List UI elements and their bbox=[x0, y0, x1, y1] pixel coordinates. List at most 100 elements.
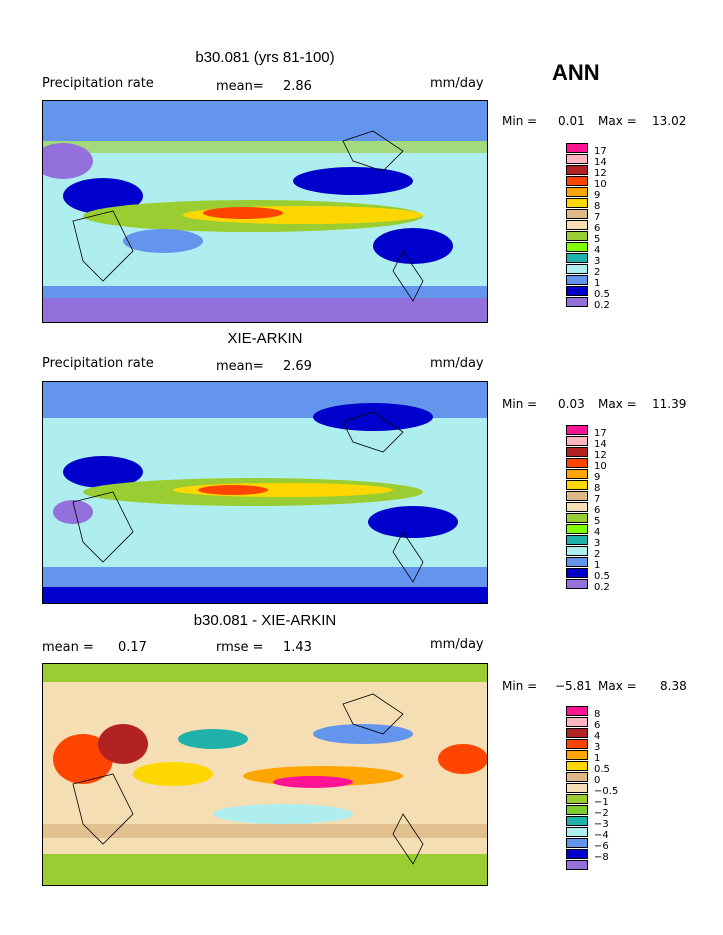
colorbar-swatch bbox=[566, 491, 588, 501]
colorbar-tick-label: 3 bbox=[594, 742, 601, 753]
colorbar-tick-label: 1 bbox=[594, 278, 601, 289]
colorbar-tick-label: 8 bbox=[594, 201, 601, 212]
panel-3-map bbox=[42, 663, 488, 886]
colorbar-swatch bbox=[566, 750, 588, 760]
panel-3-min-label: Min = bbox=[502, 679, 538, 693]
colorbar-tick-label: 0.5 bbox=[594, 289, 610, 300]
colorbar-swatch bbox=[566, 794, 588, 804]
panel-1-mean-value: 2.86 bbox=[283, 79, 312, 94]
panel-2-max-value: 11.39 bbox=[652, 397, 687, 411]
colorbar-swatch bbox=[566, 805, 588, 815]
panel-1-units: mm/day bbox=[430, 76, 484, 91]
colorbar-tick-label: 3 bbox=[594, 256, 601, 267]
colorbar-swatch bbox=[566, 568, 588, 578]
colorbar-tick-label: 14 bbox=[594, 439, 607, 450]
colorbar-swatch bbox=[566, 242, 588, 252]
panel-3-mean-value: 0.17 bbox=[118, 640, 147, 655]
panel-3-mean-label: mean = bbox=[42, 640, 94, 655]
season-label: ANN bbox=[552, 60, 600, 85]
colorbar-tick-label: 17 bbox=[594, 428, 607, 439]
panel-3-colorbar: 8 6 4 3 1 0.5 0 −0.5 −1 −2 −3 −4 −6 −8 bbox=[566, 706, 618, 881]
colorbar-swatch bbox=[566, 458, 588, 468]
colorbar-tick-label: 8 bbox=[594, 709, 601, 720]
colorbar-tick-label: 0.2 bbox=[594, 582, 610, 593]
colorbar-tick-label: 6 bbox=[594, 223, 601, 234]
colorbar-swatch bbox=[566, 546, 588, 556]
colorbar-tick-label: −6 bbox=[594, 841, 609, 852]
panel-3-max-value: 8.38 bbox=[660, 679, 687, 693]
colorbar-tick-label: 17 bbox=[594, 146, 607, 157]
colorbar-swatch bbox=[566, 176, 588, 186]
colorbar-swatch bbox=[566, 827, 588, 837]
panel-3-max-label: Max = bbox=[598, 679, 637, 693]
colorbar-swatch bbox=[566, 772, 588, 782]
colorbar-swatch bbox=[566, 154, 588, 164]
colorbar-tick-label: 0.5 bbox=[594, 571, 610, 582]
colorbar-swatch bbox=[566, 209, 588, 219]
panel-1-max-value: 13.02 bbox=[652, 114, 687, 128]
colorbar-tick-label: 4 bbox=[594, 527, 601, 538]
colorbar-swatch bbox=[566, 860, 588, 870]
colorbar-swatch bbox=[566, 728, 588, 738]
panel-2-field-label: Precipitation rate bbox=[42, 356, 154, 371]
panel-3-rmse-value: 1.43 bbox=[283, 640, 312, 655]
panel-2-colorbar: 17 14 12 10 9 8 7 6 5 4 3 2 1 0.5 0.2 bbox=[566, 425, 610, 605]
colorbar-swatch bbox=[566, 264, 588, 274]
colorbar-tick-label: 8 bbox=[594, 483, 601, 494]
colorbar-swatch bbox=[566, 286, 588, 296]
panel-2-title: XIE-ARKIN bbox=[227, 330, 303, 347]
colorbar-tick-label: −0.5 bbox=[594, 786, 619, 797]
colorbar-tick-label: 0.5 bbox=[594, 764, 610, 775]
colorbar-swatch bbox=[566, 557, 588, 567]
panel-1-field-label: Precipitation rate bbox=[42, 76, 154, 91]
colorbar-tick-label: 12 bbox=[594, 450, 607, 461]
colorbar-swatch bbox=[566, 783, 588, 793]
colorbar-tick-label: 0.2 bbox=[594, 300, 610, 311]
panel-3-title: b30.081 - XIE-ARKIN bbox=[193, 612, 337, 629]
panel-3-units: mm/day bbox=[430, 637, 484, 652]
colorbar-tick-label: −8 bbox=[594, 852, 609, 863]
colorbar-tick-label: 5 bbox=[594, 516, 601, 527]
colorbar-swatch bbox=[566, 425, 588, 435]
panel-2-min-value: 0.03 bbox=[558, 397, 585, 411]
panel-1-colorbar: 17 14 12 10 9 8 7 6 5 4 3 2 1 0.5 0.2 bbox=[566, 143, 610, 323]
panel-2-max-label: Max = bbox=[598, 397, 637, 411]
colorbar-swatch bbox=[566, 502, 588, 512]
colorbar-swatch bbox=[566, 231, 588, 241]
colorbar-tick-label: 9 bbox=[594, 190, 601, 201]
colorbar-tick-label: 9 bbox=[594, 472, 601, 483]
colorbar-tick-label: 4 bbox=[594, 245, 601, 256]
colorbar-swatch bbox=[566, 717, 588, 727]
colorbar-swatch bbox=[566, 469, 588, 479]
colorbar-swatch bbox=[566, 447, 588, 457]
colorbar-tick-label: 2 bbox=[594, 267, 601, 278]
colorbar-tick-label: 7 bbox=[594, 494, 601, 505]
colorbar-tick-label: 6 bbox=[594, 720, 601, 731]
colorbar-swatch bbox=[566, 165, 588, 175]
colorbar-swatch bbox=[566, 739, 588, 749]
colorbar-swatch bbox=[566, 436, 588, 446]
colorbar-tick-label: 4 bbox=[594, 731, 601, 742]
colorbar-swatch bbox=[566, 297, 588, 307]
colorbar-tick-label: 6 bbox=[594, 505, 601, 516]
colorbar-swatch bbox=[566, 198, 588, 208]
colorbar-swatch bbox=[566, 838, 588, 848]
colorbar-swatch bbox=[566, 143, 588, 153]
colorbar-tick-label: 14 bbox=[594, 157, 607, 168]
colorbar-tick-label: 0 bbox=[594, 775, 601, 786]
panel-1-max-label: Max = bbox=[598, 114, 637, 128]
colorbar-swatch bbox=[566, 706, 588, 716]
panel-1-title: b30.081 (yrs 81-100) bbox=[195, 49, 335, 66]
colorbar-tick-label: 1 bbox=[594, 753, 601, 764]
colorbar-tick-label: 3 bbox=[594, 538, 601, 549]
colorbar-swatch bbox=[566, 513, 588, 523]
colorbar-swatch bbox=[566, 524, 588, 534]
colorbar-tick-label: −2 bbox=[594, 808, 609, 819]
colorbar-tick-label: 1 bbox=[594, 560, 601, 571]
colorbar-swatch bbox=[566, 849, 588, 859]
panel-2-mean-value: 2.69 bbox=[283, 359, 312, 374]
panel-2-units: mm/day bbox=[430, 356, 484, 371]
colorbar-tick-label: 10 bbox=[594, 179, 607, 190]
panel-1-min-value: 0.01 bbox=[558, 114, 585, 128]
panel-2-mean-label: mean= bbox=[216, 359, 264, 374]
